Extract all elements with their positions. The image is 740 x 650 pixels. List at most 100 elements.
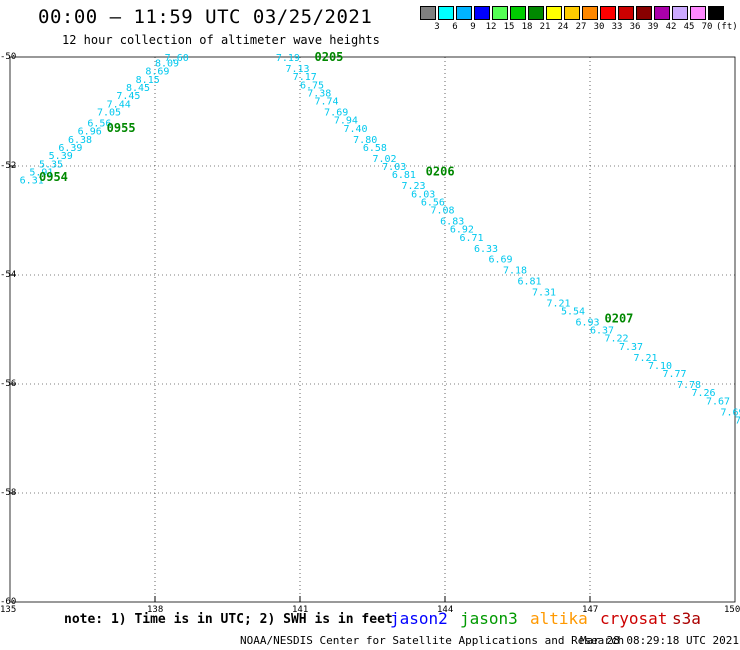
- legend-label: 27: [575, 22, 587, 32]
- wave-height-value: 8.45: [126, 83, 150, 94]
- credit-line: NOAA/NESDIS Center for Satellite Applica…: [240, 634, 625, 647]
- legend-swatch: [420, 6, 436, 20]
- lon-tick-label: 150: [724, 605, 740, 615]
- legend-swatch: [438, 6, 454, 20]
- wave-height-value: 7.21: [634, 353, 658, 364]
- wave-height-value: 7.08: [431, 206, 455, 217]
- wave-height-value: 7.22: [605, 334, 629, 345]
- legend-label: 18: [521, 22, 533, 32]
- wave-height-value: 7.17: [293, 72, 317, 83]
- wave-height-value: 6.58: [363, 143, 387, 154]
- wave-height-value: 7.05: [97, 108, 121, 119]
- legend-swatch: [654, 6, 670, 20]
- legend-label: 42: [665, 22, 677, 32]
- wave-height-value: 6.33: [474, 244, 498, 255]
- map-frame: [9, 56, 736, 603]
- pass-time-label: 0207: [605, 312, 634, 326]
- legend-label: 39: [647, 22, 659, 32]
- wave-height-value: 5.91: [29, 167, 53, 178]
- lat-tick-label: -52: [0, 161, 17, 171]
- wave-height-value: 7.67: [706, 396, 730, 407]
- satellite-name-cryosat: cryosat: [600, 609, 668, 628]
- graticule: [10, 57, 735, 602]
- wave-height-value: 6.81: [518, 276, 542, 287]
- legend-swatch: [708, 6, 724, 20]
- pass-time-label: 0206: [426, 164, 455, 178]
- legend-label: 12: [485, 22, 497, 32]
- wave-height-value: 7.37: [619, 342, 643, 353]
- wave-height-value: 6.39: [58, 143, 82, 154]
- satellite-name-altika: altika: [530, 609, 588, 628]
- wave-height-value: 7.69: [324, 108, 348, 119]
- wave-height-value: 6.83: [440, 217, 464, 228]
- wave-height-value: 7.77: [663, 369, 687, 380]
- wave-height-value: 8.69: [145, 67, 169, 78]
- wave-height-value: 7.60: [165, 53, 189, 64]
- wave-height-value: 6.56: [421, 197, 445, 208]
- legend-label: 45: [683, 22, 695, 32]
- wave-height-value: 7.94: [334, 116, 358, 127]
- map-title: 00:00 – 11:59 UTC 03/25/2021: [38, 6, 373, 28]
- wave-height-value: 5.54: [561, 306, 585, 317]
- legend-unit: (ft): [716, 22, 738, 32]
- wave-height-value: 6.56: [87, 118, 111, 129]
- lon-tick-label: 147: [582, 605, 599, 615]
- pass-time-label: 0205: [315, 50, 344, 64]
- wave-height-value: 6.93: [576, 317, 600, 328]
- wave-height-value: 7.18: [503, 266, 527, 277]
- legend-label: 15: [503, 22, 515, 32]
- legend-swatch: [690, 6, 706, 20]
- satellite-name-jason3: jason3: [460, 609, 518, 628]
- wave-height-value: 7.78: [677, 380, 701, 391]
- wave-height-value: 7.40: [344, 124, 368, 135]
- wave-height-value: 6.69: [489, 255, 513, 266]
- lon-tick-label: 135: [0, 605, 17, 615]
- lat-tick-label: -58: [0, 488, 17, 498]
- wave-height-value: 7.69: [721, 407, 740, 418]
- wave-height-value: 5.39: [49, 151, 73, 162]
- pass-time-label: 0955: [107, 121, 136, 135]
- legend-swatch: [618, 6, 634, 20]
- legend-swatch: [564, 6, 580, 20]
- wave-height-value: 7.02: [373, 154, 397, 165]
- legend-label: 36: [629, 22, 641, 32]
- satellite-name-jason2: jason2: [390, 609, 448, 628]
- satellite-tracks: 6.315.915.355.396.396.386.966.567.057.44…: [20, 50, 740, 426]
- legend-swatch: [672, 6, 688, 20]
- map-subtitle: 12 hour collection of altimeter wave hei…: [62, 33, 380, 47]
- legend-swatch: [456, 6, 472, 20]
- wave-height-value: 6.71: [460, 233, 484, 244]
- legend-label: 21: [539, 22, 551, 32]
- wave-height-value: 7.56: [735, 415, 740, 426]
- wave-height-value: 6.96: [78, 127, 102, 138]
- wave-height-value: 6.92: [450, 225, 474, 236]
- wave-height-value: 8.15: [136, 75, 160, 86]
- wave-height-value: 5.35: [39, 159, 63, 170]
- generated-timestamp: Mar 28 08:29:18 UTC 2021: [580, 634, 739, 647]
- legend-label: 6: [452, 22, 458, 32]
- legend-swatch: [546, 6, 562, 20]
- legend-swatch: [528, 6, 544, 20]
- legend-label: 24: [557, 22, 569, 32]
- legend-swatch: [582, 6, 598, 20]
- legend-swatch: [600, 6, 616, 20]
- wave-height-value: 6.31: [20, 176, 44, 187]
- wave-height-value: 6.81: [392, 170, 416, 181]
- wave-height-value: 7.19: [276, 53, 300, 64]
- lon-tick-label: 138: [147, 605, 164, 615]
- wave-height-value: 8.09: [155, 58, 179, 69]
- legend-label: 9: [470, 22, 476, 32]
- footer-note: note: 1) Time is in UTC; 2) SWH is in fe…: [64, 612, 393, 627]
- wave-height-value: 7.31: [532, 287, 556, 298]
- wave-height-value: 7.26: [692, 388, 716, 399]
- wave-height-value: 7.44: [107, 99, 131, 110]
- wave-height-value: 7.38: [307, 88, 331, 99]
- wave-height-value: 7.80: [353, 135, 377, 146]
- lat-tick-label: -50: [0, 52, 17, 62]
- lon-tick-label: 141: [292, 605, 309, 615]
- legend-swatch: [510, 6, 526, 20]
- legend-swatch: [474, 6, 490, 20]
- pass-time-label: 0954: [39, 170, 68, 184]
- wave-height-value: 7.13: [286, 64, 310, 75]
- wave-height-value: 7.10: [648, 361, 672, 372]
